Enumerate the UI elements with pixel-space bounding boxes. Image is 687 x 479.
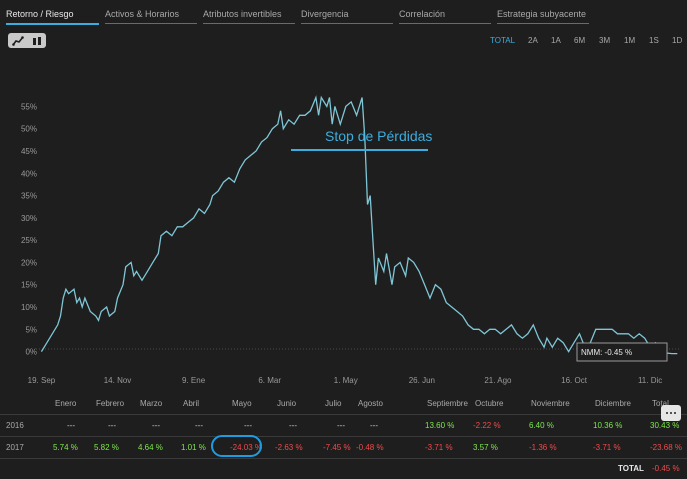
tab-bar: Retorno / Riesgo Activos & Horarios Atri… bbox=[0, 0, 687, 25]
highlight-circle bbox=[211, 435, 262, 457]
tab-correlacion[interactable]: Correlación bbox=[399, 9, 491, 24]
month-return-cell: 4.64 % bbox=[138, 443, 163, 452]
y-tick-label: 50% bbox=[21, 125, 37, 134]
y-tick-label: 0% bbox=[25, 348, 37, 357]
range-1m[interactable]: 1M bbox=[624, 36, 636, 45]
x-tick-label: 19. Sep bbox=[28, 376, 56, 385]
line-chart-icon[interactable] bbox=[8, 33, 27, 48]
month-header: Total bbox=[652, 399, 669, 408]
month-header: Enero bbox=[55, 399, 77, 408]
y-tick-label: 10% bbox=[21, 303, 37, 312]
tab-atributos-invertibles[interactable]: Atributos invertibles bbox=[203, 9, 295, 24]
month-header: Noviembre bbox=[531, 399, 570, 408]
range-1d[interactable]: 1D bbox=[672, 36, 683, 45]
bar-chart-icon[interactable] bbox=[27, 33, 46, 48]
month-return-cell: --- bbox=[289, 421, 297, 430]
month-return-cell: --- bbox=[67, 421, 75, 430]
range-3m[interactable]: 3M bbox=[599, 36, 611, 45]
month-return-cell: -24.03 % bbox=[230, 443, 263, 452]
y-axis: 0% 5% 10% 15% 20% 25% 30% 35% 40% 45% 50% 55% bbox=[21, 102, 37, 356]
x-tick-label: 26. Jun bbox=[409, 376, 435, 385]
year-label: 2016 bbox=[6, 421, 24, 430]
range-1a[interactable]: 1A bbox=[551, 36, 561, 45]
month-return-cell: -0.48 % bbox=[356, 443, 384, 452]
month-return-cell: --- bbox=[195, 421, 203, 430]
y-tick-label: 45% bbox=[21, 147, 37, 156]
range-1s[interactable]: 1S bbox=[649, 36, 659, 45]
y-tick-label: 15% bbox=[21, 281, 37, 290]
row-divider bbox=[0, 436, 687, 437]
x-axis: 19. Sep 14. Nov 9. Ene 6. Mar 1. May 26. Jun 2… bbox=[28, 376, 663, 385]
tab-retorno-riesgo[interactable]: Retorno / Riesgo bbox=[6, 9, 99, 25]
year-label: 2017 bbox=[6, 443, 24, 452]
month-header: Febrero bbox=[96, 399, 125, 408]
month-return-cell: -1.36 % bbox=[529, 443, 557, 452]
range-6m[interactable]: 6M bbox=[574, 36, 586, 45]
x-tick-label: 11. Dic bbox=[638, 376, 662, 385]
y-tick-label: 35% bbox=[21, 192, 37, 201]
month-return-cell: 5.82 % bbox=[94, 443, 119, 452]
range-total[interactable]: TOTAL bbox=[490, 36, 516, 45]
month-return-cell: --- bbox=[337, 421, 345, 430]
month-header: Diciembre bbox=[595, 399, 632, 408]
month-header: Junio bbox=[277, 399, 297, 408]
month-return-cell: 10.36 % bbox=[593, 421, 623, 430]
y-tick-label: 40% bbox=[21, 169, 37, 178]
x-tick-label: 16. Oct bbox=[561, 376, 588, 385]
more-options-button[interactable] bbox=[661, 405, 681, 421]
total-value: -0.45 % bbox=[652, 464, 680, 473]
row-divider bbox=[0, 458, 687, 459]
nmm-box bbox=[576, 342, 668, 362]
y-tick-label: 55% bbox=[21, 102, 37, 111]
month-header: Septiembre bbox=[427, 399, 468, 408]
month-return-cell: -3.71 % bbox=[593, 443, 621, 452]
range-2a[interactable]: 2A bbox=[528, 36, 538, 45]
month-return-cell: --- bbox=[108, 421, 116, 430]
month-return-cell: -7.45 % bbox=[323, 443, 351, 452]
x-tick-label: 6. Mar bbox=[258, 376, 281, 385]
monthly-returns-table: Enero Febrero Marzo Abril Mayo Junio Julio Agos… bbox=[0, 393, 687, 479]
tab-divergencia[interactable]: Divergencia bbox=[301, 9, 393, 24]
y-tick-label: 30% bbox=[21, 214, 37, 223]
y-tick-label: 5% bbox=[25, 325, 37, 334]
stop-loss-label: Stop de Pérdidas bbox=[325, 128, 432, 144]
month-header: Octubre bbox=[475, 399, 504, 408]
month-return-cell: 30.43 % bbox=[650, 421, 680, 430]
month-return-cell: --- bbox=[152, 421, 160, 430]
month-header: Agosto bbox=[358, 399, 383, 408]
month-header: Abril bbox=[183, 399, 200, 408]
month-return-cell: -2.22 % bbox=[473, 421, 501, 430]
chart-type-toggle bbox=[8, 33, 46, 48]
x-tick-label: 9. Ene bbox=[182, 376, 206, 385]
range-selector: TOTAL 2A 1A 6M 3M 1M 1S 1D bbox=[490, 36, 685, 48]
y-tick-label: 25% bbox=[21, 236, 37, 245]
month-header: Marzo bbox=[140, 399, 163, 408]
series-line bbox=[40, 95, 678, 355]
month-return-cell: 5.74 % bbox=[53, 443, 78, 452]
month-return-cell: 1.01 % bbox=[181, 443, 206, 452]
month-header: Julio bbox=[325, 399, 342, 408]
month-header: Mayo bbox=[232, 399, 252, 408]
return-chart: 0% 5% 10% 15% 20% 25% 30% 35% 40% 45% 50% 55% 19. S… bbox=[21, 95, 680, 385]
month-return-cell: -2.63 % bbox=[275, 443, 303, 452]
month-return-cell: 13.60 % bbox=[425, 421, 455, 430]
x-tick-label: 14. Nov bbox=[104, 376, 132, 385]
month-return-cell: 6.40 % bbox=[529, 421, 554, 430]
total-label: TOTAL bbox=[618, 464, 644, 473]
tab-activos-horarios[interactable]: Activos & Horarios bbox=[105, 9, 197, 24]
month-return-cell: --- bbox=[370, 421, 378, 430]
month-return-cell: 3.57 % bbox=[473, 443, 498, 452]
nmm-label: NMM: -0.45 % bbox=[581, 348, 632, 357]
x-tick-label: 1. May bbox=[334, 376, 358, 385]
month-return-cell: -3.71 % bbox=[425, 443, 453, 452]
row-divider bbox=[0, 414, 687, 415]
y-tick-label: 20% bbox=[21, 258, 37, 267]
tab-estrategia-subyacente[interactable]: Estrategia subyacente bbox=[497, 9, 589, 24]
month-return-cell: -23.68 % bbox=[650, 443, 683, 452]
x-tick-label: 21. Ago bbox=[484, 376, 512, 385]
month-return-cell: --- bbox=[244, 421, 252, 430]
